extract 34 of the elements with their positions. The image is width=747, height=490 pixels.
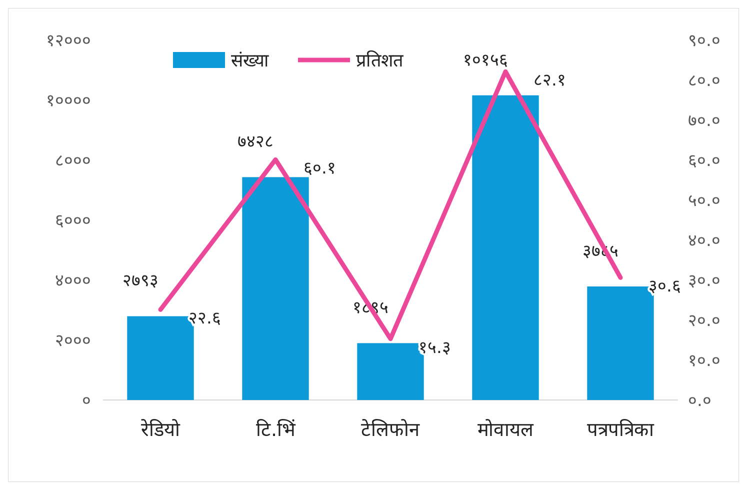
x-tick-label: टि.भिं: [256, 418, 296, 441]
y-tick-label: १२०००: [46, 30, 91, 51]
y-tick-label: २०००: [55, 330, 91, 351]
line-series: [158, 69, 623, 342]
legend-label: प्रतिशत: [356, 49, 404, 72]
y2-tick-label: ५०.०: [688, 190, 720, 211]
data-label: २७९३: [122, 271, 158, 292]
y-tick-label: ८०००: [55, 150, 91, 171]
y-tick-label: ४०००: [55, 270, 91, 291]
legend-label: संख्या: [231, 50, 269, 72]
y-tick-label: १००००: [46, 90, 91, 111]
y2-tick-label: ३०.०: [688, 270, 720, 291]
x-tick-label: पत्रपत्रिका: [587, 418, 655, 441]
bar: [242, 177, 309, 400]
y2-tick-label: ८०.०: [688, 70, 720, 91]
data-label: ७४२८: [238, 132, 274, 152]
y2-tick-label: २०.०: [688, 310, 720, 331]
data-label: ३०.६: [648, 276, 681, 297]
y2-tick-label: ४०.०: [688, 230, 720, 251]
y-tick-label: ६०००: [55, 210, 91, 231]
x-tick-label: टेलिफोन: [361, 418, 420, 441]
bar: [472, 95, 539, 400]
y-tick-label: ०: [82, 390, 91, 411]
x-tick-label: रेडियो: [141, 418, 181, 441]
data-label: २२.६: [188, 308, 221, 329]
y2-tick-label: ७०.०: [688, 110, 720, 131]
y2-tick-label: ६०.०: [688, 150, 720, 171]
x-tick-label: मोवायल: [478, 418, 534, 441]
y2-tick-label: १०.०: [688, 350, 720, 371]
data-label: १०१५६: [463, 50, 508, 70]
y2-tick-label: ९०.०: [688, 30, 720, 51]
data-label: ६०.१: [304, 158, 336, 179]
data-label: ८२.१: [534, 70, 566, 91]
y2-tick-label: ०.०: [688, 390, 712, 411]
